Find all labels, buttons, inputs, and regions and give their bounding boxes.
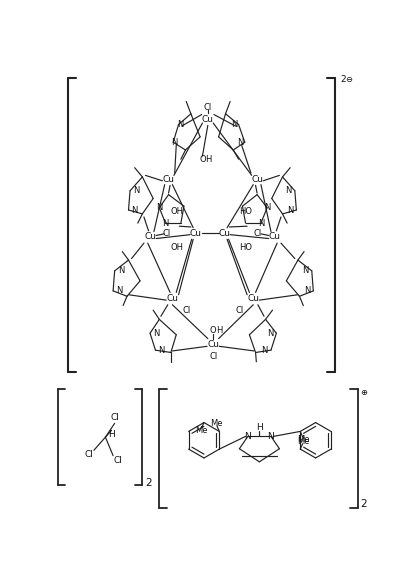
Text: Me: Me — [210, 419, 223, 428]
Text: Cu: Cu — [144, 233, 156, 241]
Text: N: N — [267, 329, 273, 338]
Text: Cl: Cl — [111, 414, 120, 422]
Text: Cu: Cu — [207, 340, 219, 349]
Text: N: N — [237, 138, 243, 147]
Text: HO: HO — [239, 207, 252, 216]
Text: N: N — [304, 286, 310, 295]
Text: H: H — [205, 156, 212, 165]
Text: N: N — [264, 203, 270, 212]
Text: 2: 2 — [340, 75, 346, 85]
Text: Cl: Cl — [209, 352, 217, 361]
Text: Cl: Cl — [163, 229, 171, 238]
Text: N: N — [258, 219, 264, 228]
Text: OH: OH — [170, 243, 183, 252]
Text: Cl: Cl — [113, 456, 122, 465]
Text: Cl: Cl — [254, 229, 262, 238]
Text: N: N — [132, 206, 138, 214]
Text: N: N — [158, 346, 165, 355]
Text: N: N — [267, 432, 274, 441]
Text: Me: Me — [195, 426, 207, 435]
Text: Cu: Cu — [251, 175, 263, 184]
Text: N: N — [302, 266, 309, 275]
Text: Me: Me — [297, 437, 309, 446]
Text: Cu: Cu — [202, 115, 214, 124]
Text: O: O — [199, 156, 206, 165]
Text: N: N — [153, 329, 160, 338]
Text: Me: Me — [297, 435, 309, 444]
Text: N: N — [261, 346, 268, 355]
Text: N: N — [156, 203, 162, 212]
Text: 2: 2 — [145, 478, 152, 488]
Text: Cu: Cu — [219, 229, 231, 238]
Text: Cl: Cl — [84, 450, 93, 458]
Text: N: N — [162, 219, 168, 228]
Text: N: N — [177, 120, 183, 129]
Text: H: H — [256, 423, 263, 431]
Text: Cl: Cl — [204, 103, 212, 112]
Text: Cu: Cu — [269, 233, 281, 241]
Text: Cl: Cl — [182, 306, 190, 314]
Text: Cu: Cu — [162, 175, 175, 184]
Text: N: N — [116, 286, 122, 295]
Text: O: O — [210, 327, 217, 335]
Text: OH: OH — [170, 207, 183, 216]
Text: N: N — [231, 120, 237, 129]
Text: ⊕: ⊕ — [360, 388, 367, 397]
Text: Cu: Cu — [247, 294, 259, 303]
Text: ⊖: ⊖ — [345, 75, 352, 85]
Text: Cl: Cl — [235, 306, 244, 314]
Text: H: H — [108, 430, 115, 438]
Text: H: H — [216, 327, 223, 335]
Text: 2: 2 — [360, 499, 367, 509]
Text: N: N — [287, 206, 293, 214]
Text: N: N — [172, 138, 178, 147]
Text: HO: HO — [239, 243, 252, 252]
Text: N: N — [118, 266, 124, 275]
Text: N: N — [285, 186, 292, 195]
Text: N: N — [244, 432, 251, 441]
Text: Cu: Cu — [166, 294, 179, 303]
Text: N: N — [133, 186, 139, 195]
Text: Cu: Cu — [189, 229, 202, 238]
